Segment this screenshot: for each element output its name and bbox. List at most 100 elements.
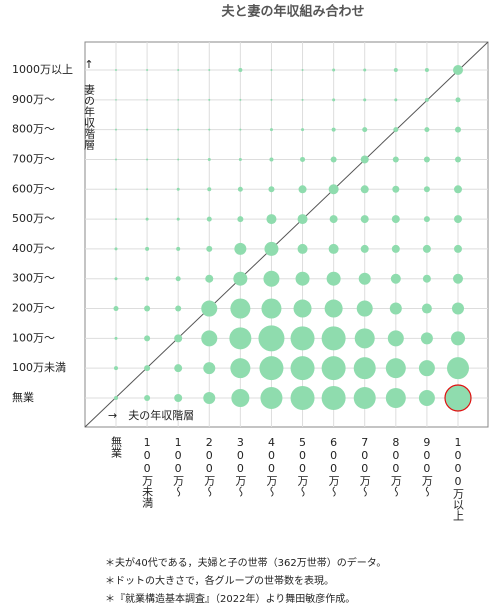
bubble [201, 300, 218, 317]
bubble [208, 69, 211, 71]
bubble [295, 271, 310, 286]
bubble [237, 216, 244, 223]
bubble [269, 157, 274, 162]
bubble [239, 98, 242, 101]
bubble [329, 215, 338, 224]
bubble [206, 216, 212, 222]
y-tick-label: 900万～ [12, 93, 55, 106]
bubble [145, 217, 149, 221]
bubble [358, 272, 371, 285]
bubble [422, 244, 431, 253]
diagonal [84, 41, 489, 428]
bubble [146, 128, 149, 131]
bubble [297, 243, 308, 254]
bubble [237, 186, 243, 192]
note: ＊『就業構造基本調査』（2022年）より舞田敏彦作成。 [105, 592, 355, 605]
bubble [144, 335, 151, 342]
bubble [174, 334, 183, 343]
y-tick-label: 400万～ [12, 242, 55, 255]
bubble [455, 156, 461, 163]
bubble [391, 215, 400, 224]
bubble [177, 158, 180, 161]
bubble [207, 157, 211, 161]
x-tick-label: 無業 [110, 435, 123, 458]
bubble [393, 68, 398, 72]
bubble [423, 186, 430, 193]
bubble [424, 97, 429, 102]
bubble [230, 298, 251, 319]
bubble [264, 241, 279, 256]
note: ＊夫が40代である，夫婦と子の世帯（362万世帯）のデータ。 [105, 556, 386, 569]
y-tick-label: 100万～ [12, 331, 55, 344]
bubble [392, 185, 400, 193]
bubble [145, 246, 150, 251]
bubble [455, 97, 461, 103]
x-axis-title: → 夫の年収階層 [108, 408, 194, 422]
bubble [144, 305, 151, 312]
x-tick-label: 800万～ [389, 436, 402, 497]
bubble [176, 246, 181, 251]
bubble [298, 185, 307, 194]
bubble [146, 188, 149, 191]
bubble [146, 69, 149, 71]
bubble [114, 247, 118, 251]
bubble [301, 128, 305, 132]
bubble [424, 127, 430, 133]
bubble [454, 244, 462, 253]
bubble [332, 68, 336, 72]
bubble [230, 358, 251, 379]
x-tick-label: 1000万以上 [452, 436, 465, 521]
bubble [115, 158, 117, 161]
bubble [238, 68, 243, 72]
bubble [269, 128, 273, 132]
bubble [115, 69, 117, 71]
bubble [324, 299, 343, 318]
bubble [420, 332, 433, 345]
bubble [203, 392, 216, 404]
bubble [387, 330, 404, 347]
y-tick-label: 100万未満 [12, 361, 66, 374]
bubble [229, 327, 252, 350]
bubble [451, 331, 465, 346]
bubble [354, 328, 375, 349]
bubble [234, 242, 247, 255]
y-tick-label: 200万～ [12, 302, 55, 315]
bubble [115, 188, 117, 191]
x-tick-label: 100万～ [172, 436, 185, 497]
bubble [391, 244, 400, 253]
bubble [258, 325, 285, 352]
bubble [293, 299, 312, 318]
plot-frame [84, 41, 489, 428]
bubble [260, 387, 283, 409]
bubble [114, 396, 118, 400]
y-tick-label: 700万～ [12, 152, 55, 165]
bubble [454, 215, 462, 224]
y-tick-label: 800万～ [12, 123, 55, 136]
bubble [176, 217, 180, 221]
bubble [332, 98, 336, 102]
bubble [360, 155, 369, 164]
bubble [208, 128, 211, 131]
bubble [207, 187, 212, 192]
bubble [233, 271, 248, 286]
bubble [201, 330, 218, 347]
x-tick-label: 700万～ [358, 436, 371, 497]
note: ＊ドットの大きさで，各グループの世帯数を表現。 [105, 574, 334, 587]
bubble [362, 127, 368, 133]
bubble [175, 276, 181, 282]
bubble [423, 216, 430, 223]
bubble [447, 357, 469, 380]
bubble [418, 390, 435, 406]
y-tick-label: 無業 [12, 390, 34, 404]
bubble [290, 326, 315, 351]
bubble [174, 364, 183, 373]
bubble [392, 156, 399, 163]
bubble [385, 388, 406, 408]
bubble [418, 360, 435, 377]
bubble [321, 326, 346, 351]
bubble [177, 99, 179, 101]
bubble [321, 386, 346, 410]
bubble [385, 358, 406, 379]
bubble [455, 126, 461, 133]
